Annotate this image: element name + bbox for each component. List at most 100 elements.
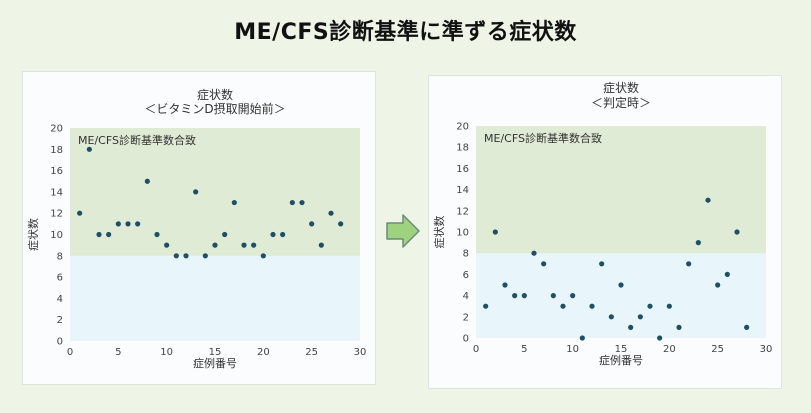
data-point xyxy=(125,221,131,227)
x-tick-label: 0 xyxy=(473,344,479,355)
data-point xyxy=(666,303,672,309)
criteria-band xyxy=(70,128,360,256)
data-point xyxy=(241,242,247,248)
y-tick-label: 20 xyxy=(456,122,469,133)
x-tick-label: 0 xyxy=(67,347,73,358)
data-point xyxy=(618,282,624,288)
data-point xyxy=(512,293,518,299)
y-tick-label: 2 xyxy=(57,315,63,326)
x-tick-label: 15 xyxy=(209,347,222,358)
y-tick-label: 6 xyxy=(463,270,469,281)
data-point xyxy=(628,324,634,330)
y-tick-label: 10 xyxy=(50,230,63,241)
x-tick-label: 20 xyxy=(257,347,270,358)
data-point xyxy=(231,199,237,206)
data-point xyxy=(280,231,286,238)
y-tick-label: 2 xyxy=(463,312,469,323)
right-arrow-icon xyxy=(385,212,421,254)
data-point xyxy=(212,242,218,248)
data-point xyxy=(77,210,83,216)
data-point xyxy=(193,189,199,195)
data-point xyxy=(328,210,334,216)
y-axis-label: 症状数 xyxy=(432,216,446,249)
x-tick-label: 5 xyxy=(115,347,121,358)
chart-subtitle: ＜判定時＞ xyxy=(591,95,651,110)
x-tick-label: 30 xyxy=(760,344,773,355)
y-tick-label: 8 xyxy=(463,249,469,260)
x-tick-label: 25 xyxy=(305,347,318,358)
chart-title: 症状数 xyxy=(603,80,639,95)
y-tick-label: 14 xyxy=(456,185,469,196)
data-point xyxy=(154,231,160,238)
y-tick-label: 18 xyxy=(50,145,63,156)
data-point xyxy=(86,146,92,152)
y-tick-label: 4 xyxy=(463,291,469,302)
data-point xyxy=(541,261,547,267)
data-point xyxy=(647,303,653,309)
data-point xyxy=(318,242,324,248)
y-tick-label: 12 xyxy=(456,206,469,217)
x-tick-label: 30 xyxy=(354,347,367,358)
x-tick-label: 5 xyxy=(521,344,527,355)
y-tick-label: 14 xyxy=(50,187,63,198)
data-point xyxy=(270,231,276,238)
y-tick-label: 20 xyxy=(50,124,63,135)
x-tick-label: 15 xyxy=(615,344,628,355)
y-tick-label: 6 xyxy=(57,273,63,284)
data-point xyxy=(724,271,730,277)
data-point xyxy=(483,303,489,309)
x-axis-label: 症例番号 xyxy=(599,353,643,367)
data-point xyxy=(115,221,121,227)
x-tick-label: 10 xyxy=(566,344,579,355)
criteria-band-label: ME/CFS診断基準数合致 xyxy=(484,131,602,145)
data-point xyxy=(560,303,566,309)
data-point xyxy=(705,197,711,203)
data-point xyxy=(96,231,102,238)
data-point xyxy=(676,324,682,330)
y-tick-label: 18 xyxy=(456,143,469,154)
scatter-chart-before: 症状数＜ビタミンD摂取開始前＞ME/CFS診断基準数合致024681012141… xyxy=(26,87,367,370)
data-point xyxy=(570,293,576,299)
page-title: ME/CFS診断基準に準ずる症状数 xyxy=(234,20,577,45)
data-point xyxy=(202,253,208,259)
data-point xyxy=(502,282,508,288)
y-tick-label: 8 xyxy=(57,251,63,262)
y-tick-label: 16 xyxy=(50,166,63,177)
chart-panel-after: 症状数 ＜判定時＞ ME/CFS診断基準数合致 0 2 4 6 8 10 12 14 16 18 20 0 5… xyxy=(429,76,781,388)
data-point xyxy=(608,314,614,320)
data-point xyxy=(173,253,179,259)
data-point xyxy=(686,261,692,267)
data-point xyxy=(550,293,556,299)
y-tick-label: 0 xyxy=(463,334,469,345)
y-tick-label: 0 xyxy=(57,337,63,348)
criteria-band-label: ME/CFS診断基準数合致 xyxy=(78,133,196,147)
y-axis-label: 症状数 xyxy=(26,218,40,251)
data-point xyxy=(657,335,663,341)
data-point xyxy=(715,282,721,288)
chart-title: 症状数 xyxy=(197,87,233,102)
y-tick-label: 12 xyxy=(50,209,63,220)
x-axis-label: 症例番号 xyxy=(193,356,237,370)
data-point xyxy=(164,242,170,248)
data-point xyxy=(289,199,295,206)
data-point xyxy=(637,314,643,320)
data-point xyxy=(260,253,266,259)
data-point xyxy=(222,231,228,238)
data-point xyxy=(309,221,315,227)
y-tick-label: 4 xyxy=(57,294,63,305)
data-point xyxy=(144,178,150,184)
chart-subtitle: ＜ビタミンD摂取開始前＞ xyxy=(144,101,285,116)
data-point xyxy=(251,242,257,248)
x-tick-label: 25 xyxy=(711,344,724,355)
x-tick-label: 20 xyxy=(663,344,676,355)
data-point xyxy=(492,229,498,235)
data-point xyxy=(183,253,189,259)
data-point xyxy=(106,231,112,238)
chart-panel-before: 症状数 ＜ビタミンD摂取開始前＞ ME/CFS診断基準数合致 0 2 4 6 8 10 12 14 1… xyxy=(23,72,375,384)
y-tick-label: 16 xyxy=(456,164,469,175)
y-tick-label: 10 xyxy=(456,228,469,239)
data-point xyxy=(135,221,141,227)
data-point xyxy=(695,240,701,246)
data-point xyxy=(531,250,537,256)
